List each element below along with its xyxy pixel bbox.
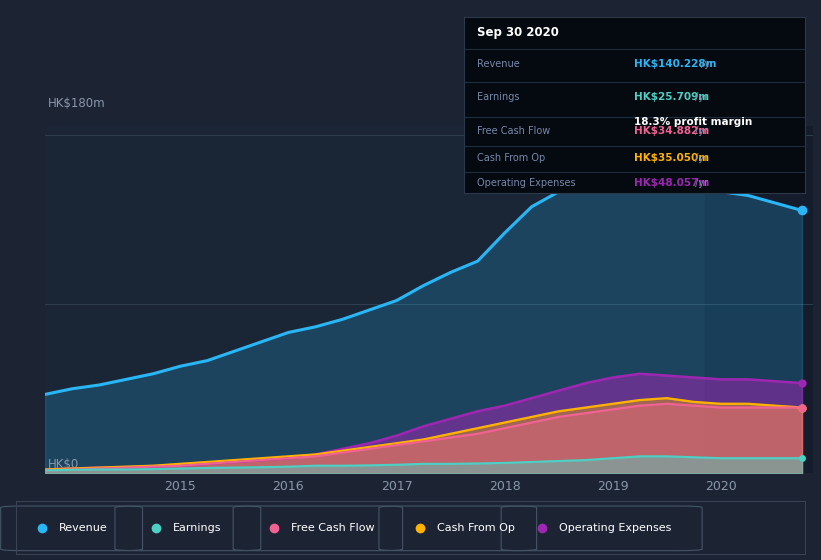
Text: /yr: /yr [692,92,709,102]
Text: Cash From Op: Cash From Op [478,153,546,163]
Text: Revenue: Revenue [478,59,521,69]
Text: Operating Expenses: Operating Expenses [478,179,576,189]
Bar [704,126,813,473]
Text: Revenue: Revenue [59,523,108,533]
Text: Free Cash Flow: Free Cash Flow [478,125,551,136]
Text: /yr: /yr [692,125,709,136]
Text: Operating Expenses: Operating Expenses [559,523,672,533]
Text: 18.3% profit margin: 18.3% profit margin [635,116,753,127]
Text: Free Cash Flow: Free Cash Flow [291,523,375,533]
Text: /yr: /yr [698,59,713,69]
Text: HK$48.057m: HK$48.057m [635,179,709,189]
Text: HK$180m: HK$180m [48,97,106,110]
Text: HK$25.709m: HK$25.709m [635,92,709,102]
Text: Cash From Op: Cash From Op [438,523,515,533]
Text: Earnings: Earnings [173,523,222,533]
Text: Earnings: Earnings [478,92,520,102]
Text: Sep 30 2020: Sep 30 2020 [478,26,559,39]
Text: HK$34.882m: HK$34.882m [635,125,709,136]
Text: /yr: /yr [692,153,709,163]
Text: HK$140.228m: HK$140.228m [635,59,717,69]
Text: HK$0: HK$0 [48,459,80,472]
Text: HK$35.050m: HK$35.050m [635,153,709,163]
Text: /yr: /yr [692,179,709,189]
